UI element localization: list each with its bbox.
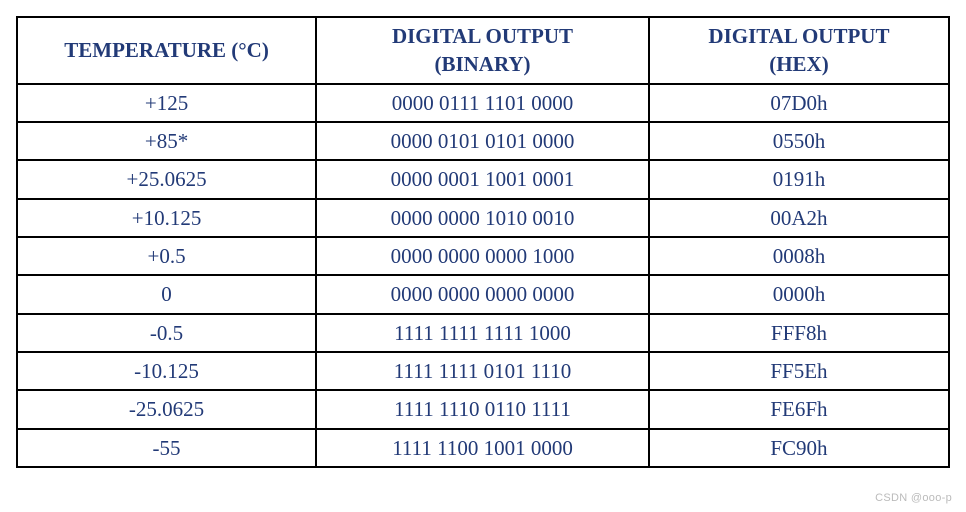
cell-hex: 0550h [649,122,949,160]
cell-hex: 00A2h [649,199,949,237]
cell-binary: 0000 0111 1101 0000 [316,84,649,122]
table-header: TEMPERATURE (°C) DIGITAL OUTPUT (BINARY)… [17,17,949,84]
table-row: +85* 0000 0101 0101 0000 0550h [17,122,949,160]
watermark-text: CSDN @ooo-p [875,492,952,504]
cell-hex: 0000h [649,275,949,313]
cell-hex: FFF8h [649,314,949,352]
cell-hex: 07D0h [649,84,949,122]
cell-binary: 1111 1110 0110 1111 [316,390,649,428]
table-row: -10.125 1111 1111 0101 1110 FF5Eh [17,352,949,390]
table-row: -0.5 1111 1111 1111 1000 FFF8h [17,314,949,352]
cell-temperature: 0 [17,275,316,313]
table-row: +25.0625 0000 0001 1001 0001 0191h [17,160,949,198]
cell-hex: FE6Fh [649,390,949,428]
cell-temperature: -55 [17,429,316,467]
table-row: +10.125 0000 0000 1010 0010 00A2h [17,199,949,237]
cell-temperature: -0.5 [17,314,316,352]
col-header-binary: DIGITAL OUTPUT (BINARY) [316,17,649,84]
cell-binary: 1111 1111 0101 1110 [316,352,649,390]
header-row: TEMPERATURE (°C) DIGITAL OUTPUT (BINARY)… [17,17,949,84]
cell-binary: 0000 0101 0101 0000 [316,122,649,160]
cell-temperature: +85* [17,122,316,160]
table-row: +0.5 0000 0000 0000 1000 0008h [17,237,949,275]
temperature-output-table: TEMPERATURE (°C) DIGITAL OUTPUT (BINARY)… [16,16,950,468]
cell-temperature: +0.5 [17,237,316,275]
cell-binary: 0000 0000 0000 1000 [316,237,649,275]
col-header-hex: DIGITAL OUTPUT (HEX) [649,17,949,84]
cell-binary: 0000 0001 1001 0001 [316,160,649,198]
table-row: -25.0625 1111 1110 0110 1111 FE6Fh [17,390,949,428]
cell-binary: 0000 0000 1010 0010 [316,199,649,237]
cell-binary: 1111 1100 1001 0000 [316,429,649,467]
cell-binary: 0000 0000 0000 0000 [316,275,649,313]
cell-hex: 0191h [649,160,949,198]
cell-temperature: +25.0625 [17,160,316,198]
cell-hex: 0008h [649,237,949,275]
table-row: 0 0000 0000 0000 0000 0000h [17,275,949,313]
cell-hex: FF5Eh [649,352,949,390]
cell-hex: FC90h [649,429,949,467]
table-row: -55 1111 1100 1001 0000 FC90h [17,429,949,467]
cell-temperature: +10.125 [17,199,316,237]
cell-temperature: -25.0625 [17,390,316,428]
table-body: +125 0000 0111 1101 0000 07D0h +85* 0000… [17,84,949,467]
cell-temperature: -10.125 [17,352,316,390]
cell-temperature: +125 [17,84,316,122]
cell-binary: 1111 1111 1111 1000 [316,314,649,352]
table-row: +125 0000 0111 1101 0000 07D0h [17,84,949,122]
col-header-temperature: TEMPERATURE (°C) [17,17,316,84]
